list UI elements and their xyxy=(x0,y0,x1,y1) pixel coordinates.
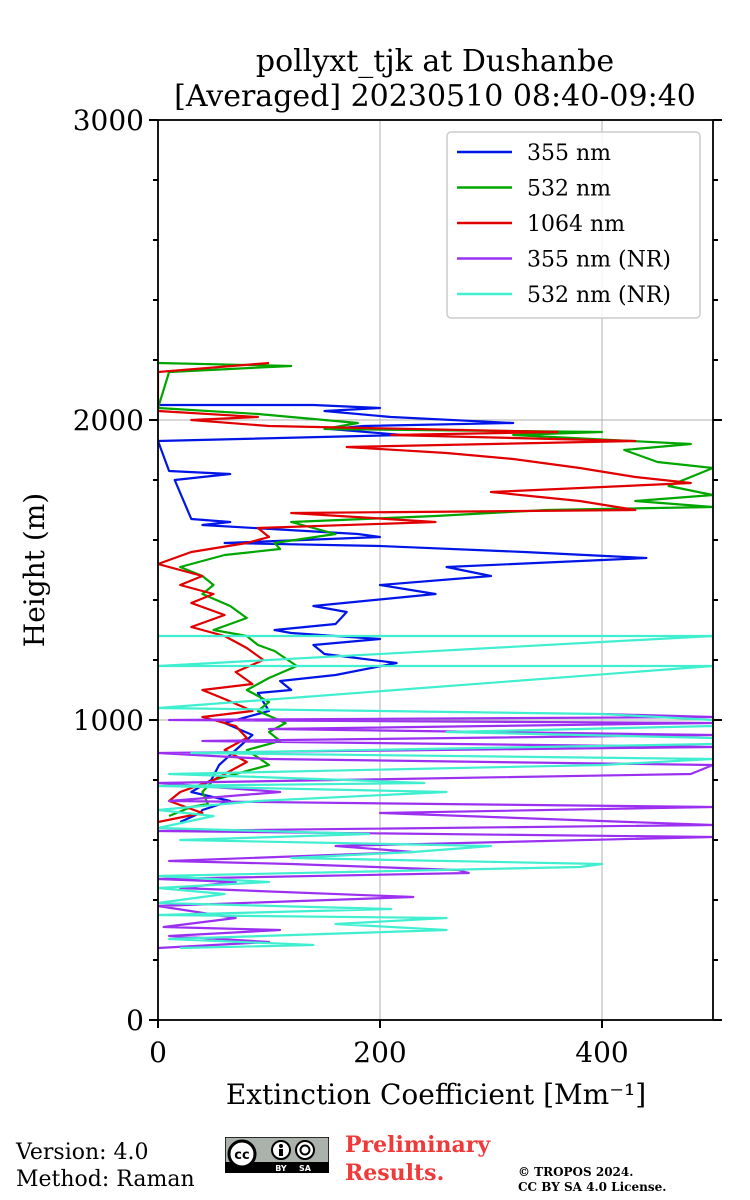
series-line xyxy=(158,712,713,950)
preliminary-line-1: Preliminary xyxy=(345,1132,491,1158)
legend-entry: 532 nm xyxy=(527,177,611,202)
series-line xyxy=(158,634,713,950)
series-line xyxy=(158,403,648,824)
cc-by-sa-license-badge: cc BY SA xyxy=(225,1137,329,1173)
plot-frame xyxy=(157,119,714,1021)
legend-entry: 532 nm (NR) xyxy=(527,283,671,308)
x-tick-label: 200 xyxy=(353,1036,406,1069)
svg-text:BY: BY xyxy=(275,1164,287,1173)
legend-box xyxy=(446,131,701,319)
chart-subtitle: [Averaged] 20230510 08:40-09:40 xyxy=(174,79,696,114)
series-line xyxy=(158,361,692,824)
chart-title: pollyxt_tjk at Dushanbe xyxy=(256,44,614,79)
legend-entry: 355 nm (NR) xyxy=(527,248,671,273)
x-tick-label: 400 xyxy=(575,1036,628,1069)
series-line xyxy=(158,361,713,818)
legend: 355 nm 532 nm 1064 nm 355 nm (NR) 532 nm (NR… xyxy=(446,131,701,319)
sa-share-alike-icon xyxy=(295,1140,315,1160)
version-text: Version: 4.0 xyxy=(16,1140,149,1165)
y-axis-label: Height (m) xyxy=(18,493,51,647)
svg-text:SA: SA xyxy=(299,1164,312,1173)
legend-entry: 1064 nm xyxy=(527,212,625,237)
preliminary-line-2: Results. xyxy=(345,1160,445,1186)
series-lines xyxy=(158,361,713,950)
copyright-line-2: CC BY SA 4.0 License. xyxy=(518,1180,667,1194)
extinction-profile-chart: pollyxt_tjk at Dushanbe [Averaged] 20230… xyxy=(18,44,722,1111)
y-tick-label: 3000 xyxy=(73,104,144,137)
copyright-line-1: © TROPOS 2024. xyxy=(518,1165,634,1179)
copyright-notice: © TROPOS 2024. CC BY SA 4.0 License. xyxy=(518,1165,666,1195)
y-tick-label: 0 xyxy=(126,1004,144,1037)
axis-ticks: 0 200 400 0 1000 2000 3000 xyxy=(73,104,722,1069)
svg-text:cc: cc xyxy=(234,1148,249,1163)
cc-icon xyxy=(227,1139,257,1169)
x-tick-label: 0 xyxy=(149,1036,167,1069)
legend-entry: 355 nm xyxy=(527,141,611,166)
method-text: Method: Raman xyxy=(16,1167,195,1192)
y-tick-label: 2000 xyxy=(73,404,144,437)
preliminary-results-note: Preliminary Results. xyxy=(345,1131,490,1187)
y-tick-label: 1000 xyxy=(73,704,144,737)
x-axis-label: Extinction Coefficient [Mm⁻¹] xyxy=(226,1078,646,1111)
